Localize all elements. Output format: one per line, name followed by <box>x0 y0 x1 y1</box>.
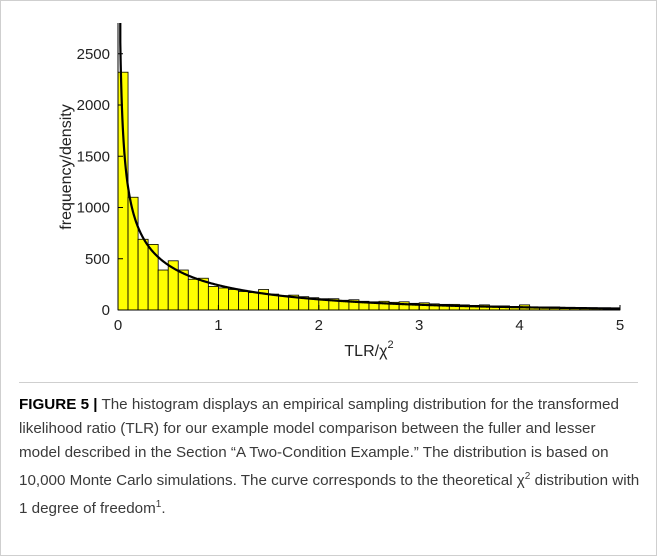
histogram-bar <box>157 269 169 311</box>
x-axis-ticks: 0 1 2 3 4 5 <box>114 305 624 334</box>
y-tick-label: 0 <box>102 302 110 319</box>
histogram-bar <box>268 293 280 311</box>
y-tick-label: 1500 <box>77 148 110 165</box>
footnote-marker: 1 <box>155 499 162 511</box>
caption-end: . <box>161 500 166 518</box>
histogram-bars <box>117 71 621 311</box>
y-axis-ticks: 0 500 1000 1500 2000 2500 <box>77 46 123 319</box>
histogram-bar <box>187 278 199 311</box>
figure-label: FIGURE 5 | <box>19 396 98 413</box>
histogram-bar <box>137 238 149 311</box>
x-axis-label: TLR/χ2 <box>344 339 393 360</box>
caption-text-after: distribution with 1 degree of freedom <box>19 472 640 518</box>
histogram-bar <box>248 292 259 311</box>
histogram-bar <box>217 287 229 311</box>
histogram-bar <box>228 289 239 311</box>
caption-separator <box>19 382 638 383</box>
x-axis-label-sup: 2 <box>387 339 393 351</box>
y-axis-label: frequency/density <box>58 104 75 229</box>
chi-square-curve <box>119 23 620 310</box>
histogram-chart: 0 500 1000 1500 2000 2500 0 1 2 3 4 5 frequency/de… <box>58 23 624 360</box>
x-tick-label: 0 <box>114 317 122 334</box>
x-tick-label: 5 <box>616 317 624 334</box>
x-tick-label: 3 <box>415 317 423 334</box>
histogram-bar <box>238 291 249 311</box>
caption-text: The histogram displays an empirical samp… <box>19 396 619 490</box>
x-axis-label-main: TLR/χ <box>344 343 388 360</box>
figure-caption: FIGURE 5 | The histogram displays an emp… <box>19 393 641 521</box>
y-tick-label: 1000 <box>77 200 110 217</box>
y-tick-label: 2500 <box>77 46 110 63</box>
y-tick-label: 2000 <box>77 97 110 114</box>
histogram-bar <box>207 286 219 311</box>
histogram-bar <box>278 295 290 311</box>
caption-superscript: 2 <box>524 471 531 482</box>
x-tick-label: 1 <box>214 317 222 334</box>
y-tick-label: 500 <box>85 251 110 268</box>
x-tick-label: 2 <box>315 317 323 334</box>
x-tick-label: 4 <box>515 317 523 334</box>
